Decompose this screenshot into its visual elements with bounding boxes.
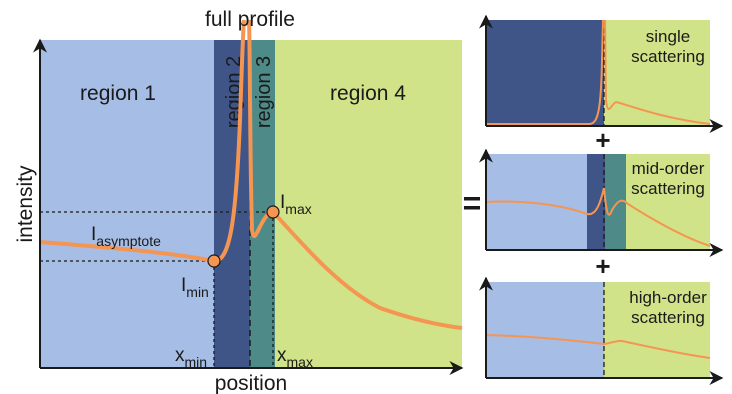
mid-label-line1: mid-order — [632, 159, 705, 178]
high-region-left — [486, 282, 604, 378]
region1-band — [40, 40, 214, 368]
main-panel: region 1 region 4 region 2 region 3 full… — [14, 8, 464, 394]
region4-label: region 4 — [330, 82, 406, 105]
main-title: full profile — [205, 8, 295, 31]
mid-order-curve — [485, 187, 711, 247]
imax-point — [266, 205, 280, 219]
mid-region2 — [587, 154, 605, 250]
mid-order-scattering-panel: mid-order scattering — [479, 148, 724, 257]
y-axis-label: intensity — [14, 165, 37, 243]
single-label-line2: scattering — [631, 47, 705, 66]
imin-point — [207, 254, 221, 268]
region1-label: region 1 — [80, 82, 156, 105]
high-label-line1: high-order — [629, 288, 707, 307]
single-region-dark — [486, 20, 604, 126]
xmin-label: xmin — [175, 345, 207, 370]
single-label-line1: single — [646, 27, 690, 46]
xmax-label: xmax — [277, 345, 313, 370]
plus-sign-2: + — [595, 251, 610, 281]
asymptote-label: Iasymptote — [91, 224, 161, 249]
mid-label-line2: scattering — [631, 179, 705, 198]
mid-region3 — [605, 154, 626, 250]
region2-band — [214, 40, 250, 368]
region4-band — [275, 40, 462, 368]
single-region-light — [604, 20, 710, 126]
high-label-line2: scattering — [631, 308, 705, 327]
high-order-scattering-panel: high-order scattering — [479, 276, 724, 385]
single-scattering-panel: single scattering — [479, 14, 724, 133]
region3-label: region 3 — [253, 56, 275, 128]
single-scattering-curve — [486, 19, 711, 125]
imax-label: Imax — [280, 192, 312, 217]
high-order-curve — [485, 334, 711, 359]
imin-label: Imin — [181, 275, 209, 300]
mid-region4 — [626, 154, 710, 250]
region3-band — [250, 40, 275, 368]
x-axis-label: position — [215, 372, 287, 394]
high-region-right — [604, 282, 710, 378]
equals-sign: = — [463, 185, 482, 221]
plus-sign-1: + — [595, 125, 610, 155]
